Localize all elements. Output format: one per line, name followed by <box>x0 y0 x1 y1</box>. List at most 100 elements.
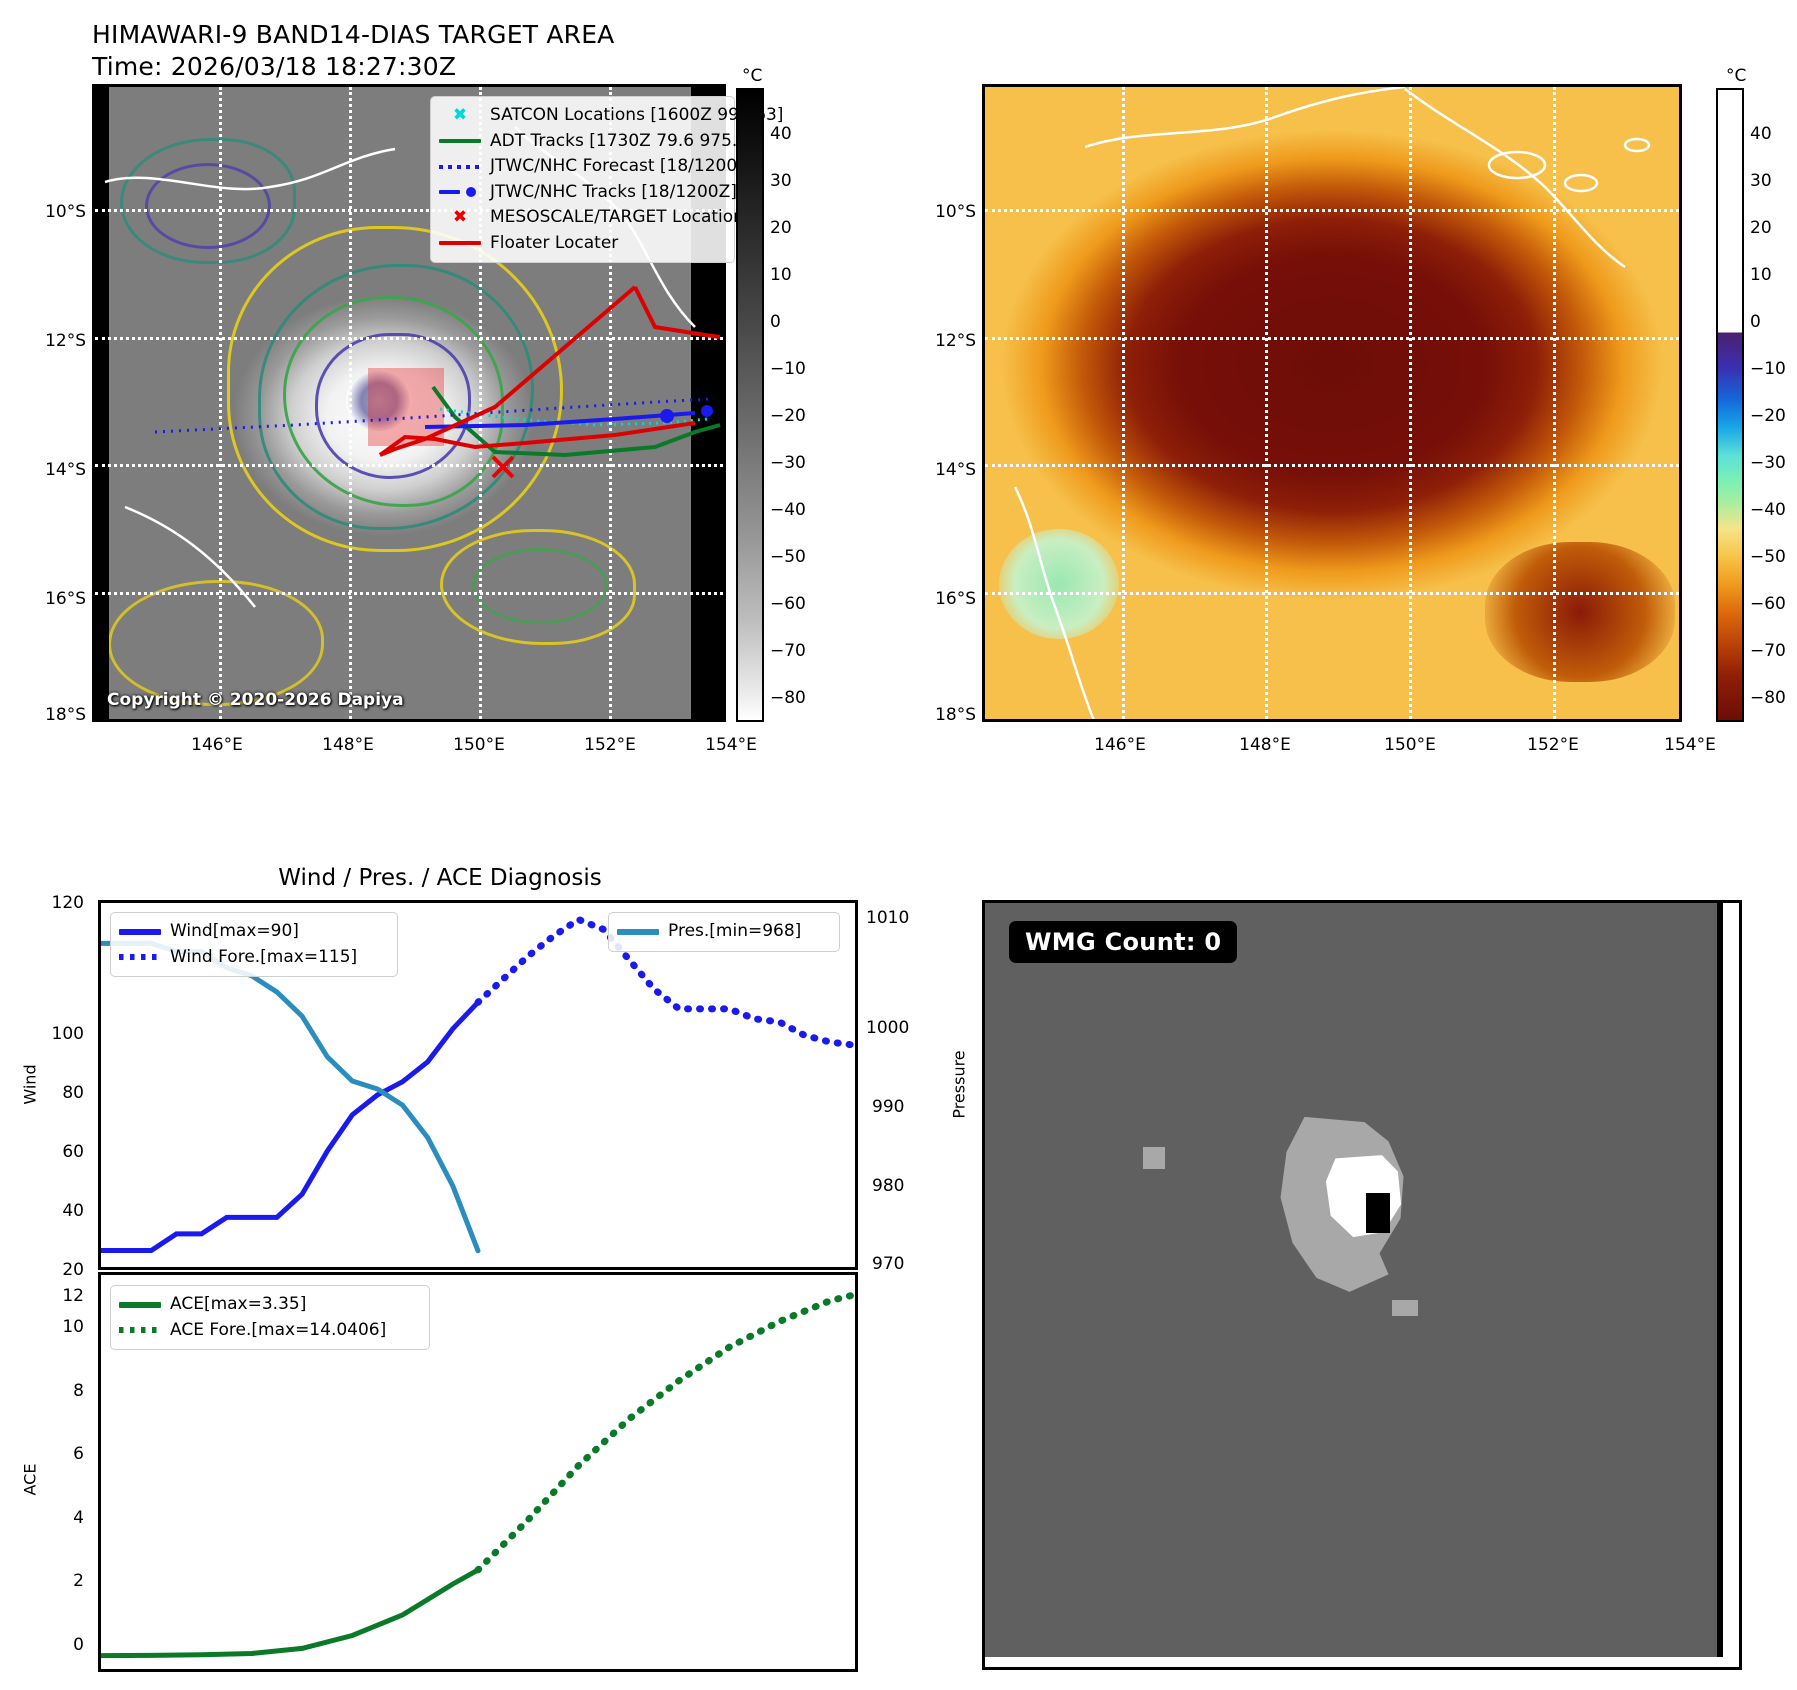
lon-tick: 152°E <box>1527 735 1579 755</box>
lon-tick: 148°E <box>1239 735 1291 755</box>
series-Wind Fore.[max=115] <box>474 915 855 1049</box>
lon-tick: 150°E <box>453 735 505 755</box>
awv-colorbar-unit: °C <box>1726 66 1747 86</box>
solid-line-icon <box>439 134 481 148</box>
legend-label: Floater Locater <box>490 232 619 253</box>
lat-tick: 16°S <box>45 589 86 609</box>
ir-colorbar-tick: −20 <box>770 406 806 426</box>
solid-line-icon <box>119 925 161 939</box>
pressure-tick: 970 <box>872 1254 905 1274</box>
wind-tick: 80 <box>62 1083 84 1103</box>
awv-map-image[interactable] <box>982 84 1682 722</box>
line-dot-marker-icon <box>439 185 481 199</box>
awv-colorbar-tick: −10 <box>1750 359 1786 379</box>
ace-tick: 2 <box>73 1571 84 1591</box>
ace-tick: 6 <box>73 1444 84 1464</box>
wind-tick: 20 <box>62 1260 84 1280</box>
legend-item[interactable]: ACE[max=3.35] <box>119 1292 419 1318</box>
awv-colorbar-tick: 40 <box>1750 124 1772 144</box>
ace-tick: 0 <box>73 1635 84 1655</box>
mesoscale-target-box[interactable] <box>368 368 445 447</box>
dotted-line-icon <box>119 1323 161 1337</box>
legend-item[interactable]: JTWC/NHC Forecast [18/1200Z] <box>439 154 755 180</box>
ir-colorbar <box>736 88 764 722</box>
legend-label: JTWC/NHC Forecast [18/1200Z] <box>490 156 756 176</box>
awv-colorbar <box>1716 88 1744 722</box>
legend-item[interactable]: Wind[max=90] <box>119 919 387 945</box>
ir-colorbar-tick: −10 <box>770 359 806 379</box>
awv-colorbar-tick: −20 <box>1750 406 1786 426</box>
wind-tick: 60 <box>62 1142 84 1162</box>
lat-tick: 10°S <box>45 202 86 222</box>
ace-legend: ACE[max=3.35] ACE Fore.[max=14.0406] <box>110 1285 430 1350</box>
legend-item[interactable]: Floater Locater <box>439 231 724 257</box>
wmg-count-badge: WMG Count: 0 <box>1009 921 1238 963</box>
page-title: HIMAWARI-9 BAND14-DIAS TARGET AREA <box>92 20 615 49</box>
series-Wind[max=90] <box>101 999 481 1253</box>
ir-map-legend: ✖ SATCON Locations [1600Z 99 963] ADT Tr… <box>430 96 784 263</box>
legend-item[interactable]: ADT Tracks [1730Z 79.6 975.7] <box>439 129 755 155</box>
pressure-tick: 1000 <box>866 1018 910 1038</box>
lat-tick: 14°S <box>935 460 976 480</box>
lon-tick: 148°E <box>322 735 374 755</box>
lon-tick: 152°E <box>584 735 636 755</box>
wmg-image[interactable]: WMG Count: 0 <box>982 900 1742 1670</box>
lat-tick: 12°S <box>45 331 86 351</box>
ir-colorbar-tick: −60 <box>770 594 806 614</box>
ir-colorbar-tick: 10 <box>770 265 792 285</box>
dotted-line-icon <box>439 160 481 174</box>
awv-colorbar-tick: −40 <box>1750 500 1786 520</box>
legend-label: Wind[max=90] <box>170 921 299 941</box>
ace-tick: 8 <box>73 1381 84 1401</box>
ir-colorbar-tick: 20 <box>770 218 792 238</box>
ir-colorbar-tick: −40 <box>770 500 806 520</box>
x-marker-icon: ✖ <box>452 105 468 126</box>
legend-item[interactable]: ✖ MESOSCALE/TARGET Location <box>439 205 744 231</box>
x-marker-icon: ✖ <box>452 207 468 228</box>
lon-tick: 150°E <box>1384 735 1436 755</box>
awv-colorbar-tick: −70 <box>1750 641 1786 661</box>
lon-tick: 154°E <box>1664 735 1716 755</box>
series-ACE Fore.[max=14.0406] <box>474 1291 855 1574</box>
legend-label: ACE[max=3.35] <box>170 1294 307 1314</box>
ir-colorbar-tick: −70 <box>770 641 806 661</box>
pressure-tick: 990 <box>872 1097 905 1117</box>
lat-tick: 10°S <box>935 202 976 222</box>
lat-tick: 16°S <box>935 589 976 609</box>
ace-tick: 4 <box>73 1508 84 1528</box>
ir-colorbar-tick: 0 <box>770 312 781 332</box>
copyright-notice: Copyright © 2020-2026 Dapiya <box>107 690 404 710</box>
lat-tick: 18°S <box>45 705 86 725</box>
solid-line-icon <box>617 925 659 939</box>
awv-colorbar-tick: 0 <box>1750 312 1761 332</box>
legend-label: MESOSCALE/TARGET Location <box>490 207 744 227</box>
pressure-legend: Pres.[min=968] <box>608 912 840 952</box>
ace-tick: 10 <box>62 1317 84 1337</box>
ace-tick: 12 <box>62 1286 84 1306</box>
ir-colorbar-tick: −50 <box>770 547 806 567</box>
wind-legend: Wind[max=90] Wind Fore.[max=115] <box>110 912 398 977</box>
legend-label: JTWC/NHC Tracks [18/1200Z] <box>490 181 737 202</box>
lat-tick: 14°S <box>45 460 86 480</box>
awv-colorbar-tick: 10 <box>1750 265 1772 285</box>
legend-item[interactable]: Wind Fore.[max=115] <box>119 945 387 971</box>
ace-axis-label: ACE <box>20 1463 40 1496</box>
awv-colorbar-tick: 20 <box>1750 218 1772 238</box>
awv-colorbar-tick: −50 <box>1750 547 1786 567</box>
lat-tick: 18°S <box>935 705 976 725</box>
ir-colorbar-tick: −30 <box>770 453 806 473</box>
legend-item[interactable]: ✖ SATCON Locations [1600Z 99 963] <box>439 103 784 129</box>
lat-tick: 12°S <box>935 331 976 351</box>
legend-item[interactable]: Pres.[min=968] <box>617 919 829 945</box>
wind-tick: 100 <box>51 1024 84 1044</box>
wind-tick: 40 <box>62 1201 84 1221</box>
ir-colorbar-tick: −80 <box>770 688 806 708</box>
ir-colorbar-tick: 40 <box>770 124 792 144</box>
lon-tick: 146°E <box>1094 735 1146 755</box>
legend-label: ADT Tracks [1730Z 79.6 975.7] <box>490 130 755 151</box>
pressure-tick: 1010 <box>866 908 910 928</box>
legend-item[interactable]: ACE Fore.[max=14.0406] <box>119 1318 419 1344</box>
solid-line-icon <box>119 1298 161 1312</box>
legend-item[interactable]: JTWC/NHC Tracks [18/1200Z] <box>439 180 737 206</box>
series-ACE[max=3.35] <box>101 1567 481 1659</box>
